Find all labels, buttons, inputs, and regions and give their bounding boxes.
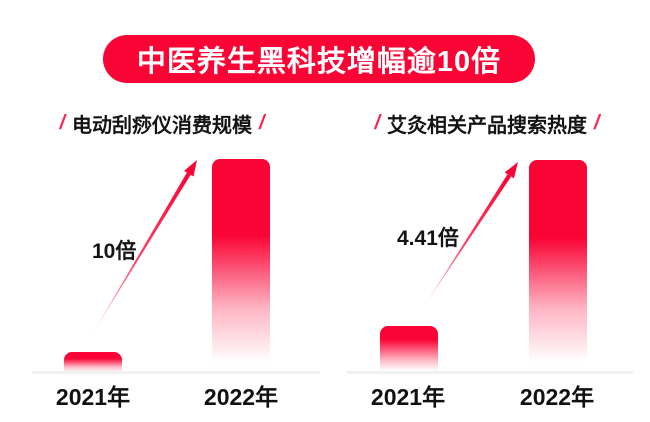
axis-baseline-right [346, 371, 634, 374]
slash-decoration: / [259, 111, 265, 134]
growth-multiplier-right: 4.41倍 [397, 227, 459, 250]
growth-arrow-left [93, 160, 197, 333]
bar-right-2022 [529, 160, 587, 371]
title-banner: 中医养生黑科技增幅逾10倍 [103, 35, 535, 83]
slash-decoration: / [59, 111, 65, 134]
x-tick-right-2021: 2021年 [370, 384, 446, 410]
axis-baseline-left [32, 371, 320, 374]
chart-left-title: 电动刮痧仪消费规模 [72, 114, 252, 137]
x-tick-left-2021: 2021年 [55, 384, 131, 410]
x-tick-left-2022: 2022年 [203, 384, 279, 410]
x-tick-right-2022: 2022年 [519, 384, 595, 410]
growth-multiplier-left: 10倍 [92, 240, 137, 263]
slash-decoration: / [374, 111, 380, 134]
bar-left-2021 [64, 352, 122, 371]
chart-right-subtitle: / 艾灸相关产品搜索热度 / [357, 110, 617, 137]
bar-right-2021 [380, 326, 438, 371]
slash-decoration: / [594, 111, 600, 134]
page-title: 中医养生黑科技增幅逾10倍 [136, 46, 502, 78]
bar-left-2022 [212, 159, 270, 371]
chart-right-title: 艾灸相关产品搜索热度 [387, 114, 587, 137]
chart-left-subtitle: / 电动刮痧仪消费规模 / [32, 110, 292, 137]
growth-arrow-right [425, 162, 518, 305]
